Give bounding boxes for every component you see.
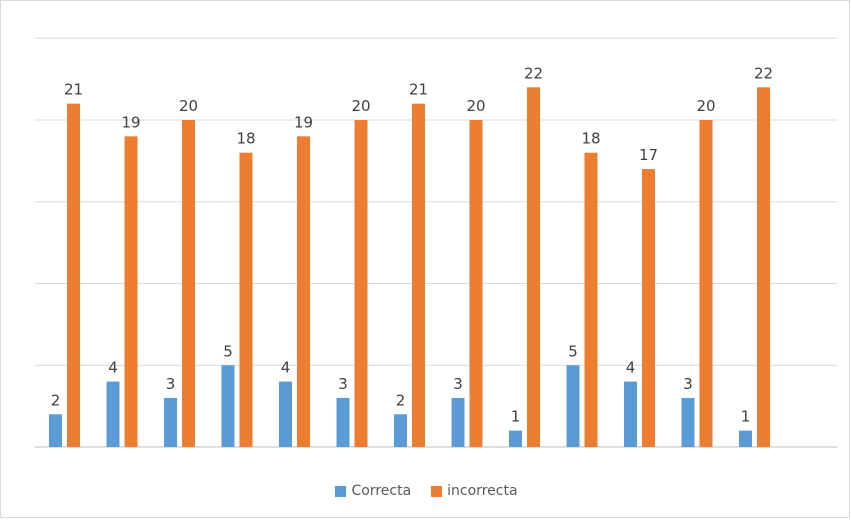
data-label-incorrecta-13: 22 bbox=[754, 64, 773, 82]
bar-incorrecta-8 bbox=[469, 120, 483, 447]
bar-incorrecta-3 bbox=[182, 120, 195, 447]
bar-incorrecta-11 bbox=[642, 169, 655, 448]
bar-incorrecta-10 bbox=[584, 152, 598, 447]
bar-incorrecta-1 bbox=[67, 103, 80, 448]
bar-correcta-7 bbox=[394, 414, 407, 447]
legend-item-correcta: Correcta bbox=[335, 483, 411, 499]
data-label-incorrecta-6: 20 bbox=[351, 97, 370, 115]
data-label-correcta-1: 2 bbox=[51, 391, 61, 409]
data-label-incorrecta-9: 22 bbox=[524, 64, 543, 82]
data-label-incorrecta-11: 17 bbox=[639, 146, 658, 164]
bar-correcta-6 bbox=[336, 397, 350, 447]
legend: Correcta incorrecta bbox=[1, 483, 851, 499]
data-label-incorrecta-2: 19 bbox=[121, 113, 140, 131]
bar-correcta-12 bbox=[681, 397, 695, 447]
data-label-correcta-3: 3 bbox=[166, 375, 176, 393]
data-label-incorrecta-7: 21 bbox=[409, 81, 428, 99]
data-label-correcta-8: 3 bbox=[453, 375, 463, 393]
bar-correcta-2 bbox=[106, 381, 120, 447]
data-label-incorrecta-12: 20 bbox=[696, 97, 715, 115]
bar-correcta-11 bbox=[624, 381, 637, 447]
data-label-correcta-6: 3 bbox=[338, 375, 348, 393]
bar-incorrecta-9 bbox=[527, 87, 540, 448]
bar-correcta-13 bbox=[739, 430, 752, 447]
legend-label-incorrecta: incorrecta bbox=[447, 483, 518, 499]
legend-label-correcta: Correcta bbox=[351, 483, 412, 499]
bar-incorrecta-7 bbox=[412, 103, 425, 448]
bar-correcta-5 bbox=[279, 381, 292, 447]
legend-swatch-incorrecta bbox=[431, 485, 443, 497]
bar-incorrecta-4 bbox=[239, 152, 253, 447]
data-label-correcta-7: 2 bbox=[396, 391, 406, 409]
data-label-incorrecta-8: 20 bbox=[466, 97, 485, 115]
data-label-incorrecta-3: 20 bbox=[179, 97, 198, 115]
bar-correcta-1 bbox=[49, 414, 62, 447]
legend-item-incorrecta: incorrecta bbox=[431, 483, 518, 499]
bar-correcta-10 bbox=[566, 365, 580, 447]
data-label-incorrecta-5: 19 bbox=[294, 113, 313, 131]
data-label-incorrecta-4: 18 bbox=[236, 130, 255, 148]
data-label-correcta-5: 4 bbox=[281, 359, 291, 377]
data-label-correcta-4: 5 bbox=[223, 342, 233, 360]
data-label-incorrecta-1: 21 bbox=[64, 81, 83, 99]
bar-incorrecta-12 bbox=[699, 120, 713, 447]
bar-incorrecta-13 bbox=[757, 87, 770, 448]
data-label-incorrecta-10: 18 bbox=[581, 130, 600, 148]
legend-swatch-correcta bbox=[335, 485, 347, 497]
bar-correcta-9 bbox=[509, 430, 522, 447]
data-label-correcta-12: 3 bbox=[683, 375, 693, 393]
bar-incorrecta-5 bbox=[297, 136, 310, 447]
data-label-correcta-2: 4 bbox=[108, 359, 118, 377]
bar-correcta-3 bbox=[164, 397, 177, 447]
data-label-correcta-13: 1 bbox=[741, 408, 751, 426]
bar-correcta-4 bbox=[221, 365, 235, 447]
data-label-correcta-10: 5 bbox=[568, 342, 578, 360]
data-label-correcta-11: 4 bbox=[626, 359, 636, 377]
bar-correcta-8 bbox=[451, 397, 465, 447]
data-label-correcta-9: 1 bbox=[511, 408, 521, 426]
bar-incorrecta-2 bbox=[124, 136, 138, 447]
bar-incorrecta-6 bbox=[354, 120, 368, 447]
